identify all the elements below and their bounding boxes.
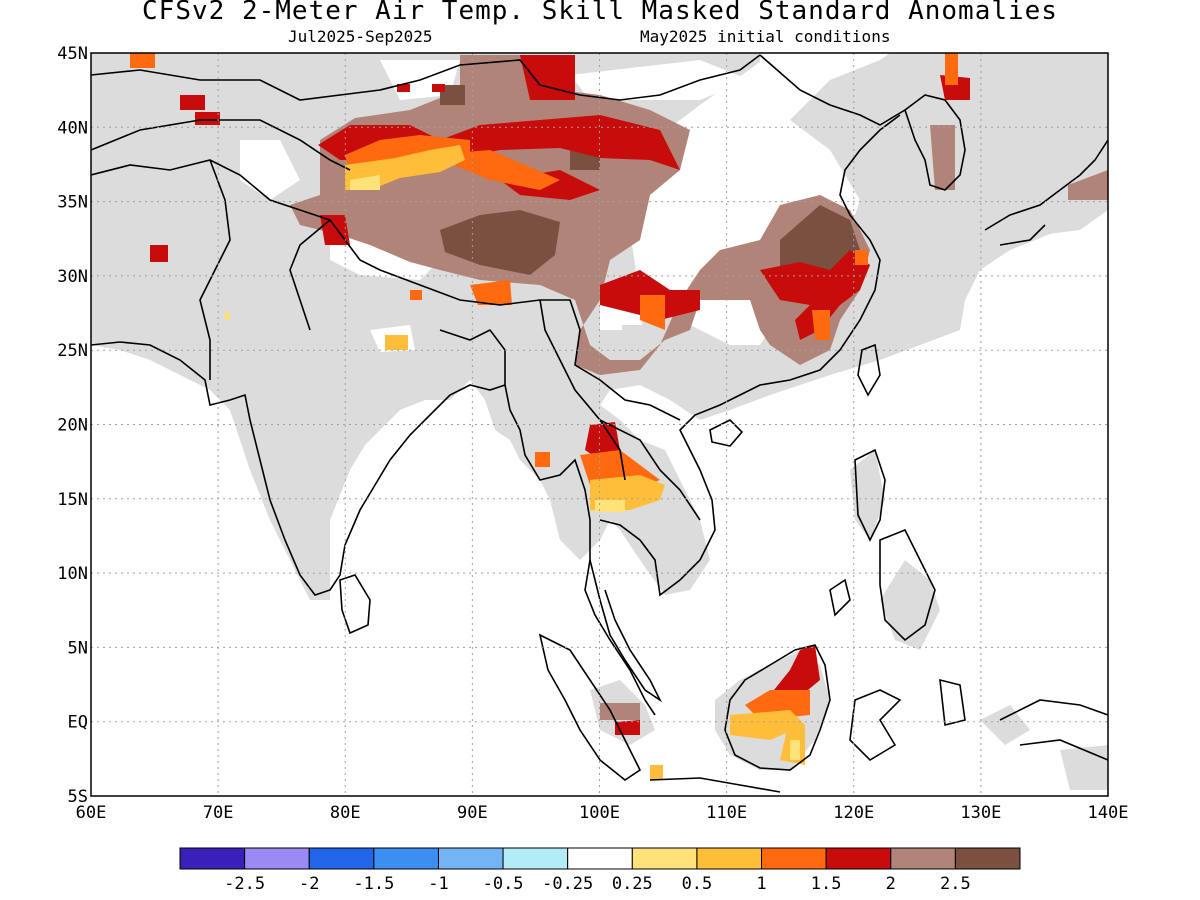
colorbar-label: 1	[756, 874, 766, 894]
colorbar-swatch	[179, 847, 246, 870]
longitude-tick-label: 100E	[579, 803, 620, 823]
latitude-tick-label: 25N	[57, 341, 88, 361]
colorbar-swatch	[373, 847, 439, 870]
longitude-tick-label: 120E	[833, 803, 874, 823]
longitude-tick-label: 60E	[76, 803, 107, 823]
latitude-tick-label: 5S	[68, 787, 88, 807]
colorbar-swatch	[761, 847, 827, 870]
latitude-tick-label: 35N	[57, 193, 88, 213]
anomaly-0-5-to-1	[225, 175, 800, 760]
colorbar-label: -2	[299, 874, 319, 894]
forecast-period: Jul2025-Sep2025	[288, 27, 433, 46]
colorbar-label: -2.5	[224, 874, 265, 894]
longitude-tick-label: 80E	[330, 803, 361, 823]
colorbar-label: -1.5	[353, 874, 394, 894]
latitude-tick-label: 30N	[57, 267, 88, 287]
latitude-tick-label: 15N	[57, 490, 88, 510]
colorbar-swatch	[696, 847, 763, 870]
colorbar-label: -1	[428, 874, 448, 894]
colorbar-swatch	[244, 847, 310, 870]
colorbar-swatch	[890, 847, 956, 870]
latitude-tick-label: 10N	[57, 564, 88, 584]
longitude-tick-label: 130E	[960, 803, 1001, 823]
colorbar-label: 1.5	[811, 874, 842, 894]
colorbar-label: 0.25	[612, 874, 653, 894]
lat-lon-grid	[91, 53, 1108, 796]
longitude-tick-label: 70E	[203, 803, 234, 823]
colorbar-swatch	[825, 847, 892, 870]
map-frame	[90, 52, 1109, 797]
colorbar-label: 2	[886, 874, 896, 894]
colorbar-swatch	[502, 847, 569, 870]
initial-conditions: May2025 initial conditions	[640, 27, 891, 46]
colorbar-swatch	[308, 847, 375, 870]
colorbar-label: -0.5	[483, 874, 524, 894]
latitude-tick-label: 5N	[68, 638, 88, 658]
colorbar-label: 0.5	[682, 874, 713, 894]
latitude-tick-label: EQ	[68, 713, 88, 733]
map-title: CFSv2 2-Meter Air Temp. Skill Masked Sta…	[142, 0, 1058, 26]
colorbar-swatch	[954, 847, 1021, 870]
colorbar-swatch	[567, 847, 633, 870]
anomaly-1-to-1-5	[345, 145, 805, 780]
coastlines	[91, 54, 1108, 793]
longitude-tick-label: 110E	[706, 803, 747, 823]
latitude-tick-label: 20N	[57, 416, 88, 436]
colorbar-swatch	[631, 847, 698, 870]
colorbar-swatch	[437, 847, 504, 870]
longitude-tick-label: 90E	[457, 803, 488, 823]
colorbar-label: 2.5	[940, 874, 971, 894]
colorbar: -2.5 -2 -1.5 -1 -0.5 -0.25 0.25 0.5 1 1.5 2 2.5	[179, 847, 1021, 894]
longitude-axis: 60E 70E 80E 90E 100E 110E 120E 130E 140E	[76, 803, 1129, 823]
latitude-tick-label: 45N	[57, 44, 88, 64]
colorbar-label: -0.25	[542, 874, 593, 894]
latitude-tick-label: 40N	[57, 118, 88, 138]
longitude-tick-label: 140E	[1088, 803, 1129, 823]
latitude-axis: 45N 40N 35N 30N 25N 20N 15N 10N 5N EQ 5S	[57, 44, 88, 807]
